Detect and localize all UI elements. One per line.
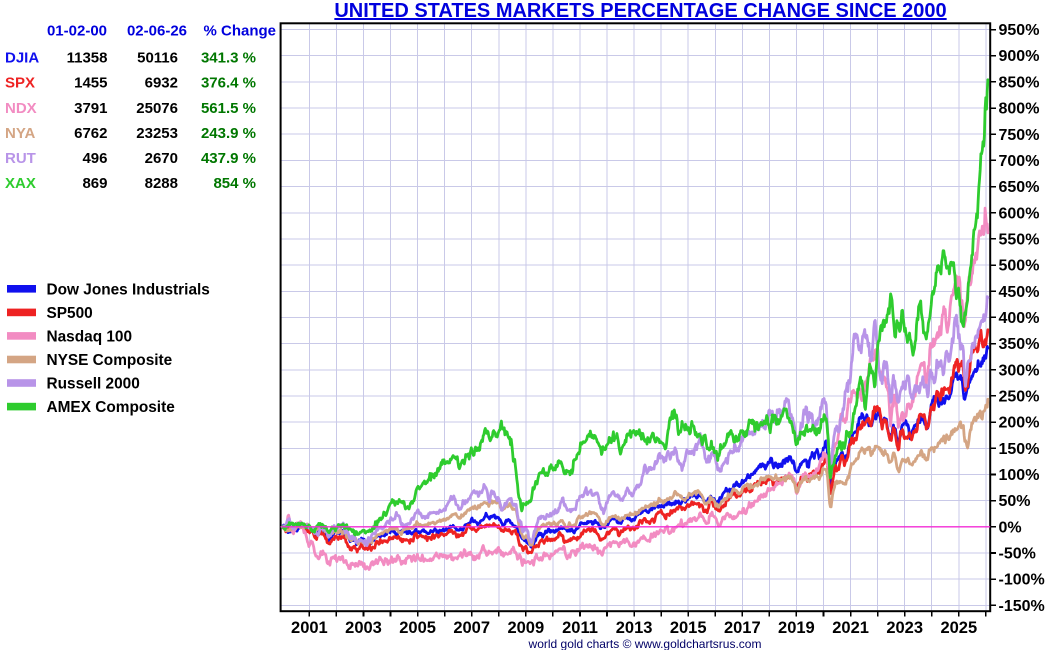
- svg-text:world gold charts © www.goldch: world gold charts © www.goldchartsrus.co…: [528, 637, 762, 650]
- svg-text:SPX: SPX: [5, 75, 35, 92]
- svg-text:350%: 350%: [999, 336, 1040, 353]
- svg-text:2001: 2001: [291, 619, 328, 637]
- svg-text:6932: 6932: [145, 75, 178, 92]
- svg-text:2017: 2017: [724, 619, 761, 637]
- svg-text:2005: 2005: [399, 619, 436, 637]
- svg-text:SP500: SP500: [47, 305, 93, 322]
- svg-text:854 %: 854 %: [213, 175, 256, 192]
- svg-text:300%: 300%: [999, 362, 1040, 379]
- svg-text:XAX: XAX: [5, 175, 36, 192]
- svg-text:650%: 650%: [999, 179, 1040, 196]
- svg-text:0%: 0%: [999, 519, 1022, 536]
- svg-text:2019: 2019: [778, 619, 815, 637]
- svg-text:341.3 %: 341.3 %: [201, 50, 256, 67]
- svg-text:600%: 600%: [999, 205, 1040, 222]
- svg-text:2025: 2025: [940, 619, 977, 637]
- svg-text:150%: 150%: [999, 441, 1040, 458]
- svg-text:2009: 2009: [507, 619, 544, 637]
- svg-text:400%: 400%: [999, 310, 1040, 327]
- svg-text:2015: 2015: [670, 619, 707, 637]
- svg-text:2670: 2670: [145, 150, 178, 167]
- svg-text:UNITED STATES MARKETS PERCENTA: UNITED STATES MARKETS PERCENTAGE CHANGE …: [334, 0, 946, 22]
- svg-text:2007: 2007: [453, 619, 490, 637]
- svg-text:2011: 2011: [562, 619, 598, 637]
- svg-text:869: 869: [82, 175, 107, 192]
- svg-text:NDX: NDX: [5, 100, 37, 117]
- svg-text:950%: 950%: [999, 22, 1040, 39]
- svg-text:376.4 %: 376.4 %: [201, 75, 256, 92]
- svg-text:8288: 8288: [145, 175, 178, 192]
- svg-text:450%: 450%: [999, 284, 1040, 301]
- svg-text:RUT: RUT: [5, 150, 36, 167]
- svg-text:2021: 2021: [832, 619, 869, 637]
- svg-text:6762: 6762: [74, 125, 107, 142]
- svg-text:2023: 2023: [886, 619, 923, 637]
- svg-text:900%: 900%: [999, 48, 1040, 65]
- svg-text:-50%: -50%: [999, 546, 1036, 563]
- svg-text:Dow Jones Industrials: Dow Jones Industrials: [47, 281, 210, 298]
- svg-text:800%: 800%: [999, 101, 1040, 118]
- svg-text:500%: 500%: [999, 258, 1040, 275]
- svg-text:3791: 3791: [74, 100, 107, 117]
- svg-text:50116: 50116: [137, 50, 178, 67]
- svg-text:NYSE Composite: NYSE Composite: [47, 352, 173, 369]
- svg-text:750%: 750%: [999, 127, 1040, 144]
- svg-text:DJIA: DJIA: [5, 50, 39, 67]
- svg-text:50%: 50%: [999, 493, 1031, 510]
- svg-text:200%: 200%: [999, 415, 1040, 432]
- svg-text:496: 496: [82, 150, 107, 167]
- svg-text:1455: 1455: [74, 75, 107, 92]
- svg-text:% Change: % Change: [203, 23, 276, 40]
- svg-text:Russell 2000: Russell 2000: [47, 376, 140, 393]
- svg-text:11358: 11358: [67, 50, 108, 67]
- svg-text:25076: 25076: [136, 100, 178, 117]
- svg-text:Nasdaq 100: Nasdaq 100: [47, 329, 133, 346]
- svg-text:550%: 550%: [999, 231, 1040, 248]
- svg-text:-100%: -100%: [999, 572, 1045, 589]
- svg-text:561.5 %: 561.5 %: [201, 100, 256, 117]
- svg-text:700%: 700%: [999, 153, 1040, 170]
- svg-text:NYA: NYA: [5, 125, 35, 142]
- svg-text:243.9 %: 243.9 %: [201, 125, 256, 142]
- svg-text:23253: 23253: [136, 125, 178, 142]
- svg-text:01-02-00: 01-02-00: [47, 23, 107, 40]
- svg-text:2003: 2003: [345, 619, 382, 637]
- svg-text:437.9 %: 437.9 %: [201, 150, 256, 167]
- svg-text:100%: 100%: [999, 467, 1040, 484]
- svg-text:02-06-26: 02-06-26: [127, 23, 187, 40]
- svg-text:AMEX Composite: AMEX Composite: [47, 399, 176, 416]
- svg-text:250%: 250%: [999, 388, 1040, 405]
- svg-text:-150%: -150%: [999, 598, 1045, 615]
- svg-text:2013: 2013: [616, 619, 653, 637]
- svg-text:850%: 850%: [999, 74, 1040, 91]
